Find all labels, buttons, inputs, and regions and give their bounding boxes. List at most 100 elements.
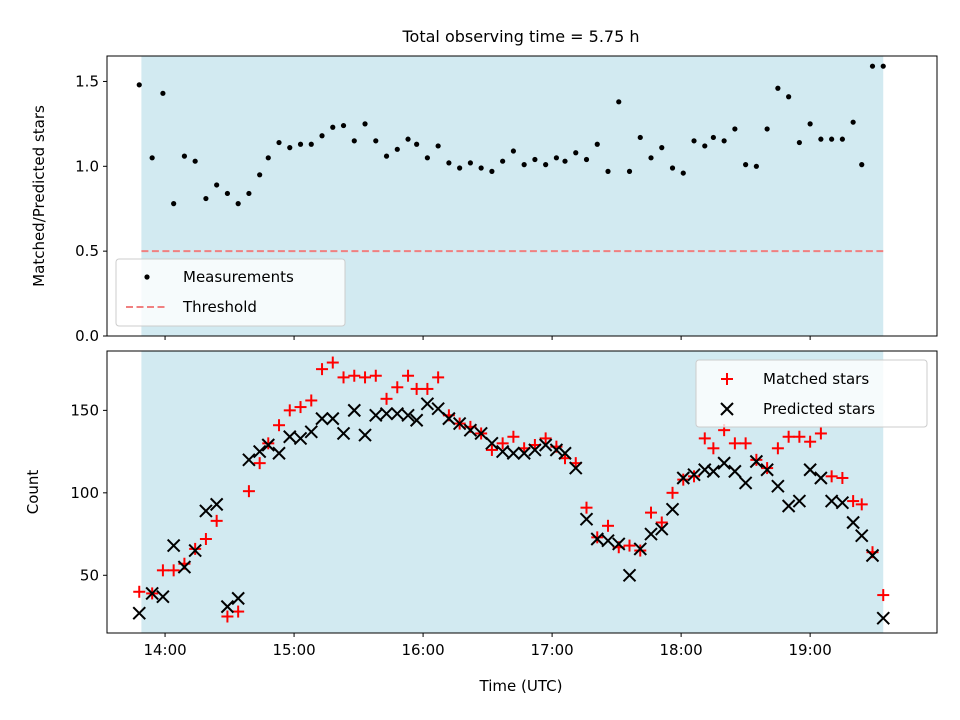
matched-star-point xyxy=(739,437,752,450)
predicted-star-point xyxy=(824,494,839,508)
predicted-star-point xyxy=(495,444,510,459)
measurement-point xyxy=(510,148,516,154)
bottom-y-tick-label: 50 xyxy=(80,566,99,584)
measurement-point xyxy=(710,134,716,141)
predicted-star-point xyxy=(188,543,202,558)
measurement-point xyxy=(489,168,495,174)
predicted-star-point xyxy=(347,403,361,418)
measurement-point xyxy=(136,82,142,88)
predicted-star-point xyxy=(209,497,224,512)
predicted-star-point xyxy=(855,528,869,543)
predicted-star-point xyxy=(231,591,245,606)
predicted-star-point xyxy=(738,476,753,490)
predicted-star-point xyxy=(549,443,564,457)
predicted-star-point xyxy=(538,438,553,452)
measurements-points xyxy=(136,63,886,207)
measurement-point xyxy=(532,156,538,163)
measurement-point xyxy=(594,141,600,147)
matched-star-point xyxy=(677,473,690,486)
matched-star-point xyxy=(402,369,415,382)
predicted-star-point xyxy=(517,446,531,460)
predicted-star-point xyxy=(876,611,890,625)
measurement-point xyxy=(807,121,813,127)
bottom-y-tick-label: 100 xyxy=(70,484,99,502)
matched-star-point xyxy=(189,542,202,555)
matched-star-point xyxy=(283,404,296,417)
measurement-point xyxy=(669,165,676,171)
matched-star-point xyxy=(814,427,827,440)
top-axes-frame xyxy=(106,55,938,337)
matched-star-point xyxy=(337,371,350,384)
measurement-point xyxy=(880,63,886,69)
matched-star-point xyxy=(305,394,318,407)
legend-threshold-label: Threshold xyxy=(182,298,257,316)
predicted-star-point xyxy=(506,446,521,460)
legend-matched-label: Matched stars xyxy=(763,370,869,388)
measurement-point xyxy=(405,136,411,142)
predicted-star-point xyxy=(781,499,796,513)
matched-star-point xyxy=(836,471,849,484)
bottom-legend-box xyxy=(695,359,928,428)
matched-star-point xyxy=(761,462,774,475)
measurement-point xyxy=(224,190,231,197)
matched-star-point xyxy=(771,442,784,455)
measurement-point xyxy=(521,162,527,168)
measurement-point xyxy=(743,162,749,168)
measurement-point xyxy=(235,201,241,207)
measurement-point xyxy=(616,99,622,105)
matched-star-point xyxy=(391,381,404,394)
matched-star-point xyxy=(877,589,890,602)
measurement-point xyxy=(605,168,611,174)
measurement-point xyxy=(764,126,770,132)
matched-star-point xyxy=(199,533,212,545)
measurement-point xyxy=(308,141,314,147)
measurement-point xyxy=(446,160,452,166)
matched-star-point xyxy=(380,392,393,405)
predicted-star-point xyxy=(622,568,637,582)
matched-star-point xyxy=(210,514,223,527)
predicted-star-point xyxy=(569,461,583,475)
matched-star-point xyxy=(698,432,711,445)
predicted-star-point xyxy=(283,430,297,444)
matched-star-point xyxy=(359,371,372,384)
measurement-point xyxy=(648,155,654,161)
matched-star-point xyxy=(728,437,741,450)
measurement-point xyxy=(171,201,177,207)
matched-star-point xyxy=(507,430,520,443)
measurement-point xyxy=(478,165,484,171)
measurement-point xyxy=(287,145,293,151)
matched-star-point xyxy=(750,453,763,466)
measurement-point xyxy=(414,141,420,147)
predicted-star-point xyxy=(132,606,146,620)
measurement-point xyxy=(869,63,876,69)
legend-matched-marker xyxy=(721,373,733,385)
predicted-star-point xyxy=(431,402,445,416)
figure-title: Total observing time = 5.75 h xyxy=(401,27,639,46)
predicted-star-point xyxy=(528,443,542,457)
matched-star-point xyxy=(156,564,169,577)
measurement-point xyxy=(394,146,400,152)
legend-predicted-marker xyxy=(720,402,734,416)
measurement-point xyxy=(753,163,759,169)
bottom-x-axis-label: Time (UTC) xyxy=(479,677,563,695)
predicted-star-point xyxy=(409,413,424,427)
matched-star-point xyxy=(580,501,593,514)
predicted-star-point xyxy=(579,512,594,526)
matched-star-point xyxy=(707,442,720,455)
measurement-point xyxy=(573,150,579,156)
measurement-point xyxy=(583,156,590,163)
measurement-point xyxy=(859,162,865,168)
matched-star-point xyxy=(262,437,275,450)
predicted-star-point xyxy=(717,456,731,470)
matched-star-point xyxy=(326,356,339,369)
measurement-point xyxy=(362,121,368,127)
measurement-point xyxy=(829,136,835,142)
top-y-axis: 0.0 0.5 1.0 1.5 xyxy=(75,72,107,345)
predicted-star-point xyxy=(655,522,669,536)
predicted-star-point xyxy=(792,494,807,508)
bottom-y-axis: 50 100 150 xyxy=(70,401,107,584)
bottom-x-tick-label: 17:00 xyxy=(530,641,573,659)
measurement-point xyxy=(265,155,271,161)
measurement-point xyxy=(732,126,738,132)
